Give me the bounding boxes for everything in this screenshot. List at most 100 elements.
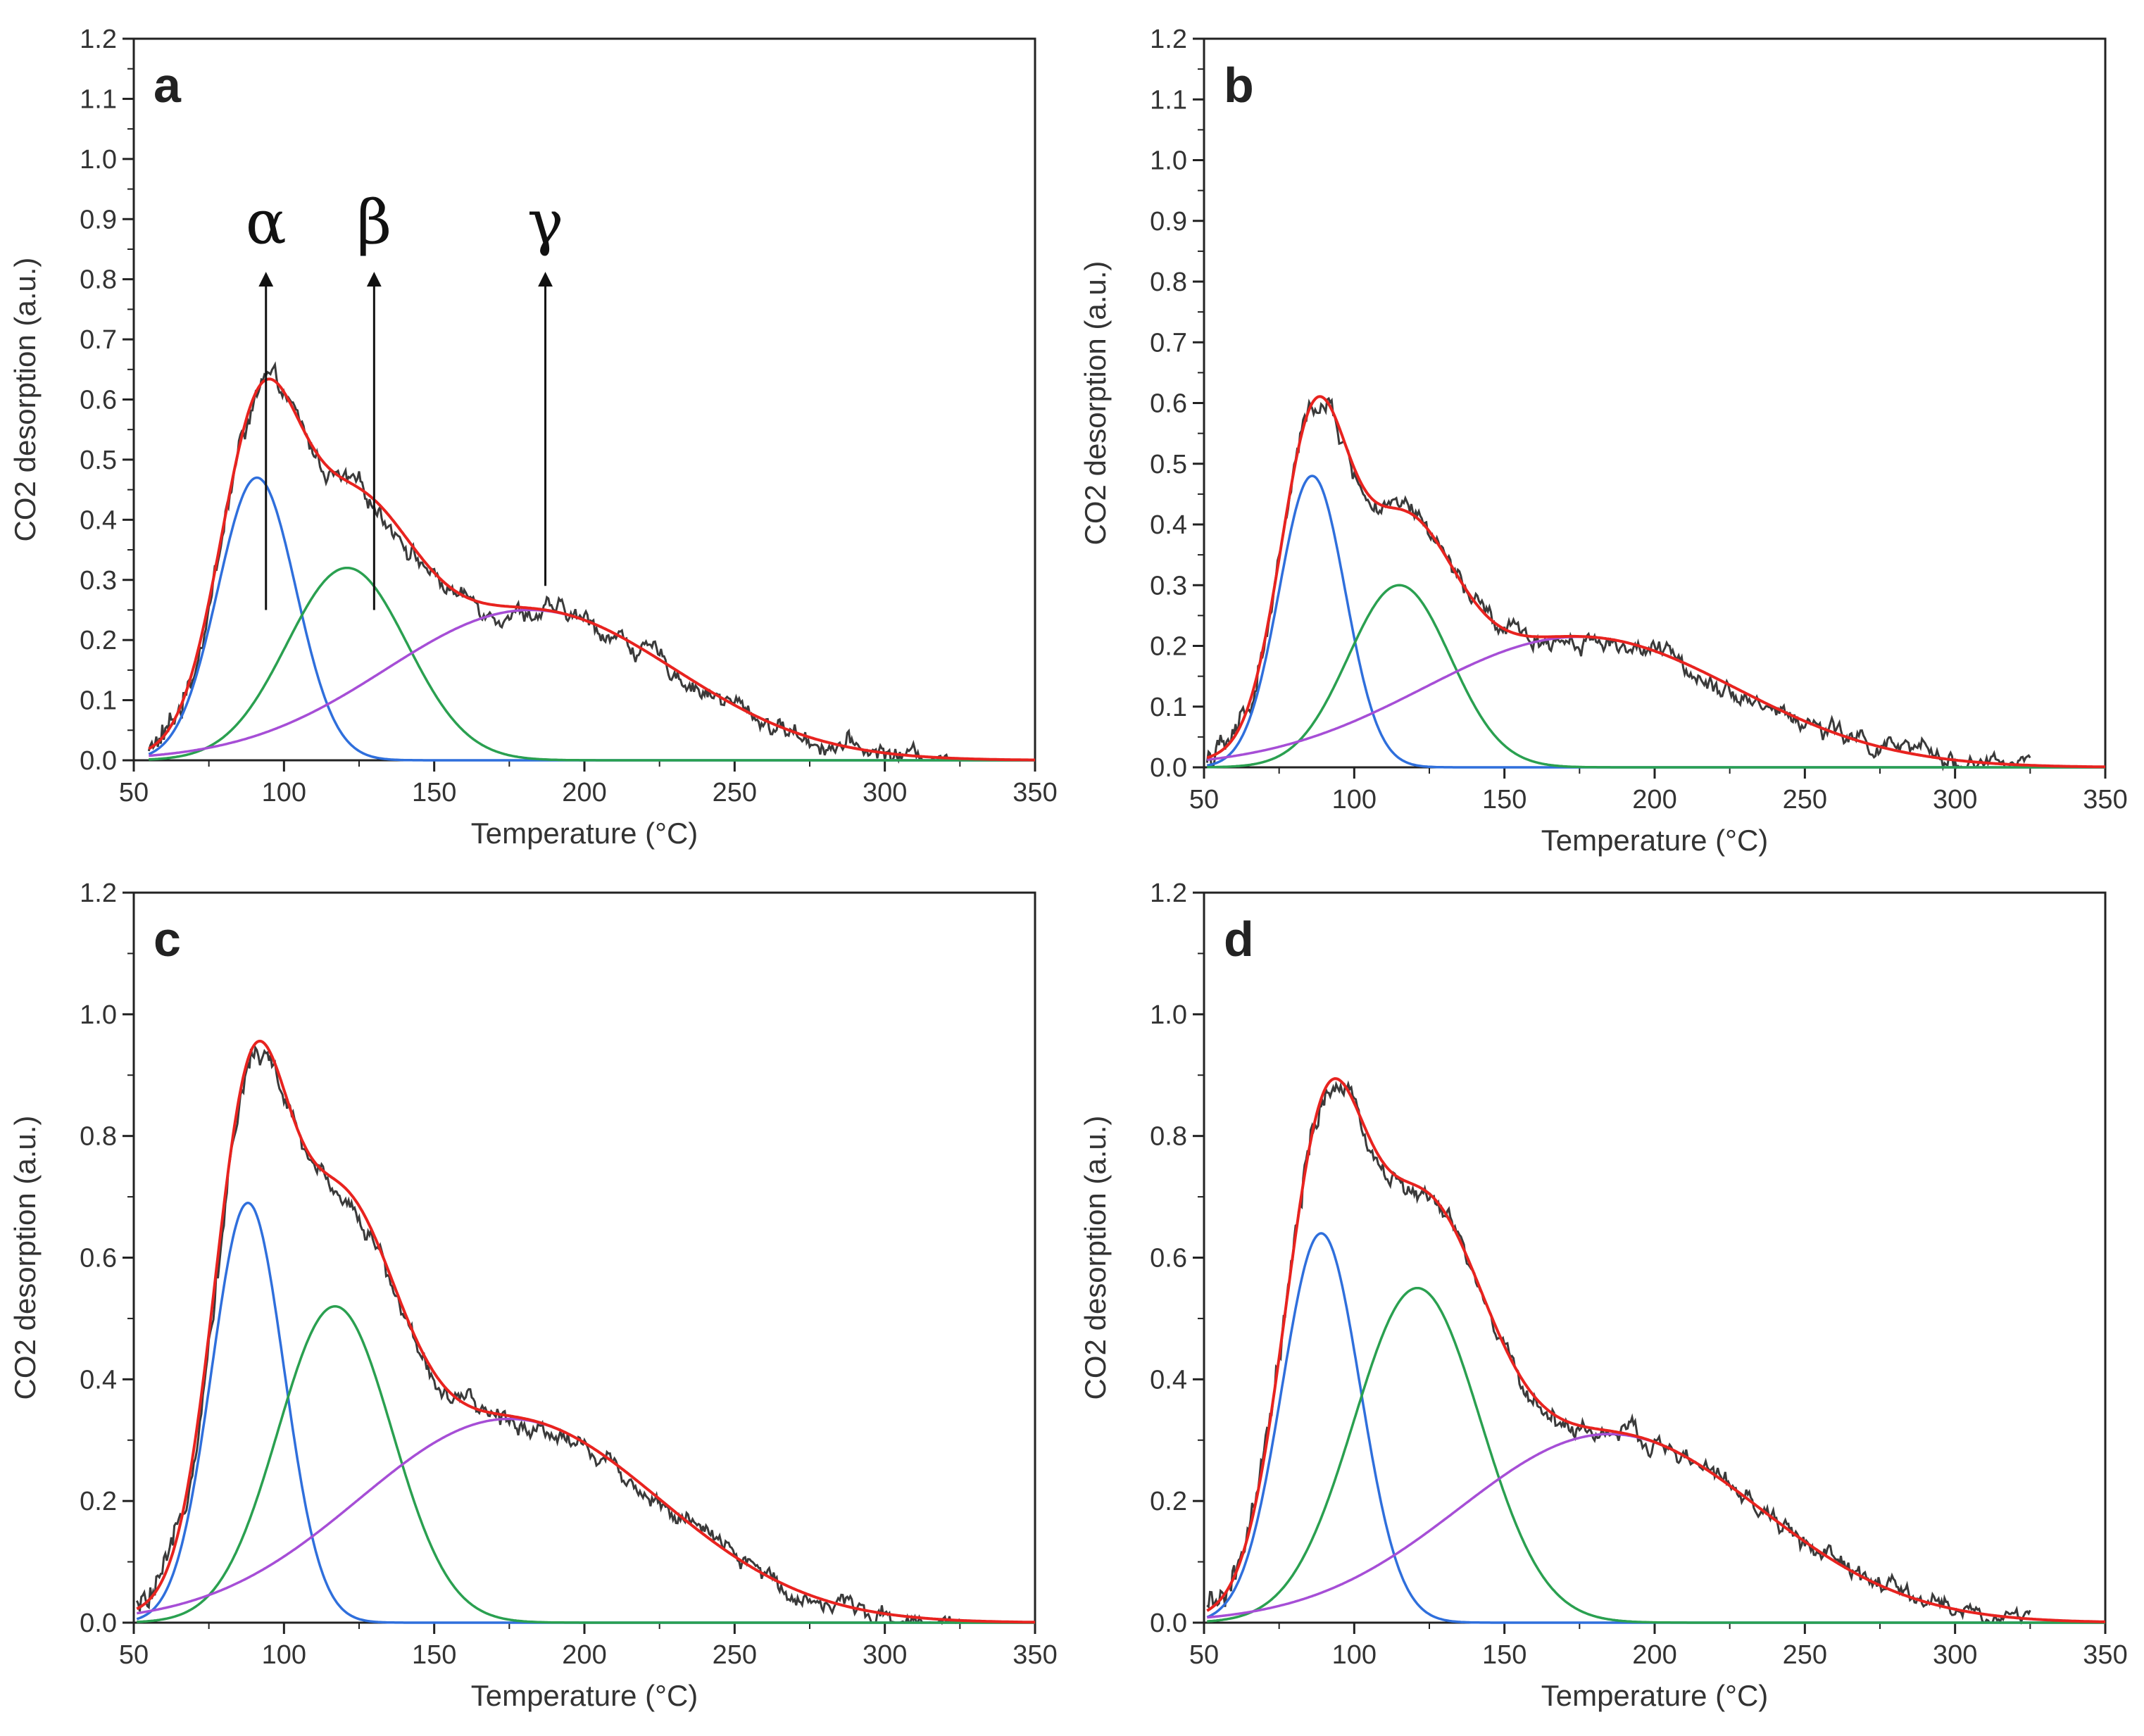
series-peak-gamma-a xyxy=(149,608,1035,762)
panel-label: d xyxy=(1224,912,1254,967)
y-tick-label: 0.9 xyxy=(80,205,117,234)
y-tick-label: 1.1 xyxy=(1150,85,1187,115)
y-tick-label: 0.2 xyxy=(1150,632,1187,662)
panel-label: a xyxy=(153,58,182,113)
y-tick-label: 0.5 xyxy=(1150,450,1187,479)
y-tick-label: 0.0 xyxy=(1150,1609,1187,1638)
series-experimental-a xyxy=(147,361,960,764)
x-tick-label: 250 xyxy=(713,778,757,807)
peak-label: β xyxy=(356,187,391,258)
y-tick-label: 1.0 xyxy=(80,145,117,175)
series-peak-alpha-d xyxy=(1206,1232,2105,1624)
panel-label: c xyxy=(153,912,181,967)
x-tick-label: 150 xyxy=(412,778,456,807)
x-axis-title: Temperature (°C) xyxy=(1541,1679,1769,1712)
x-tick-label: 100 xyxy=(1332,1640,1377,1670)
plot-frame-b xyxy=(1203,37,2107,769)
x-tick-label: 50 xyxy=(119,778,149,807)
y-tick-label: 0.7 xyxy=(1150,328,1187,358)
y-tick-label: 0.0 xyxy=(1150,753,1187,783)
y-tick-label: 0.4 xyxy=(1150,510,1187,540)
peak-label: α xyxy=(246,187,287,258)
x-tick-label: 250 xyxy=(1783,785,1827,814)
y-tick-label: 1.0 xyxy=(80,1000,117,1030)
x-tick-label: 300 xyxy=(1933,1640,1977,1670)
y-tick-label: 0.4 xyxy=(1150,1365,1187,1395)
y-tick-label: 0.6 xyxy=(80,1244,117,1273)
y-axis-title: CO2 desorption (a.u.) xyxy=(1079,1116,1112,1400)
y-tick-label: 0.2 xyxy=(1150,1487,1187,1516)
x-tick-label: 200 xyxy=(1632,785,1676,814)
y-tick-label: 0.8 xyxy=(80,1122,117,1152)
y-tick-label: 1.1 xyxy=(80,84,117,114)
y-tick-label: 0.9 xyxy=(1150,207,1187,237)
panel-label: b xyxy=(1224,58,1254,113)
plot-frame-a xyxy=(132,37,1036,762)
y-tick-label: 0.8 xyxy=(80,265,117,295)
x-tick-label: 50 xyxy=(119,1640,149,1670)
x-tick-label: 350 xyxy=(1013,778,1057,807)
series-peak-beta-c xyxy=(137,1304,1035,1624)
peak-label: γ xyxy=(527,187,563,258)
plot-frame-c xyxy=(132,891,1036,1624)
series-experimental-b xyxy=(1205,396,2031,772)
series-peak-beta-d xyxy=(1207,1286,2105,1624)
series-peak-beta-a xyxy=(149,566,1035,762)
x-tick-label: 250 xyxy=(713,1640,757,1670)
series-peak-beta-b xyxy=(1207,584,2105,769)
y-tick-label: 0.4 xyxy=(80,1365,117,1395)
x-tick-label: 300 xyxy=(863,778,907,807)
x-tick-label: 100 xyxy=(262,778,306,807)
y-tick-label: 0.8 xyxy=(1150,268,1187,297)
y-tick-label: 0.6 xyxy=(1150,389,1187,419)
x-axis-title: Temperature (°C) xyxy=(471,817,698,850)
series-peak-alpha-a xyxy=(148,476,1035,762)
x-tick-label: 150 xyxy=(412,1640,456,1670)
series-fit-sum-b xyxy=(1206,395,2106,769)
series-experimental-d xyxy=(1206,1080,2031,1625)
series-fit-sum-c xyxy=(136,1039,1036,1624)
y-tick-label: 0.7 xyxy=(80,325,117,355)
y-tick-label: 0.8 xyxy=(1150,1122,1187,1152)
series-peak-gamma-b xyxy=(1207,635,2106,769)
x-tick-label: 100 xyxy=(262,1640,306,1670)
y-tick-label: 0.2 xyxy=(80,1487,117,1516)
x-tick-label: 250 xyxy=(1783,1640,1827,1670)
y-tick-label: 0.0 xyxy=(80,1609,117,1638)
series-fit-sum-d xyxy=(1206,1077,2105,1623)
y-tick-label: 1.0 xyxy=(1150,1000,1187,1030)
x-tick-label: 150 xyxy=(1482,785,1526,814)
x-tick-label: 350 xyxy=(2083,1640,2127,1670)
panel-c: 50 100 150 200 250 300 350 0.0 0.2 0.4 0.6 0.8 1.0 1.… xyxy=(8,879,1058,1712)
panel-d: 50 100 150 200 250 300 350 0.0 0.2 0.4 0.6 0.8 1.0 1.… xyxy=(1079,879,2128,1712)
y-tick-label: 0.3 xyxy=(80,566,117,596)
y-tick-label: 1.0 xyxy=(1150,146,1187,176)
y-tick-label: 1.2 xyxy=(80,879,117,908)
x-tick-label: 200 xyxy=(1632,1640,1676,1670)
y-tick-label: 1.2 xyxy=(1150,25,1187,54)
plot-frame-d xyxy=(1203,891,2107,1624)
panel-b: 50 100 150 200 250 300 350 0.0 0.1 0.2 0.3 0.4 0.5 0.… xyxy=(1079,25,2128,857)
y-axis-title: CO2 desorption (a.u.) xyxy=(1079,261,1112,546)
x-tick-label: 300 xyxy=(863,1640,907,1670)
y-axis-title: CO2 desorption (a.u.) xyxy=(8,1116,42,1400)
x-tick-label: 300 xyxy=(1933,785,1977,814)
series-fit-sum-a xyxy=(148,377,1035,762)
series-peak-alpha-b xyxy=(1206,474,2105,769)
y-tick-label: 0.3 xyxy=(1150,571,1187,600)
y-tick-label: 0.6 xyxy=(80,386,117,415)
x-tick-label: 350 xyxy=(2083,785,2127,814)
x-tick-label: 200 xyxy=(562,778,606,807)
y-tick-label: 0.5 xyxy=(80,446,117,475)
x-tick-label: 50 xyxy=(1189,1640,1219,1670)
series-peak-alpha-c xyxy=(136,1201,1035,1624)
y-tick-label: 0.6 xyxy=(1150,1244,1187,1273)
y-axis-title: CO2 desorption (a.u.) xyxy=(8,258,42,542)
x-tick-label: 200 xyxy=(562,1640,606,1670)
y-tick-label: 1.2 xyxy=(1150,879,1187,908)
y-tick-label: 0.2 xyxy=(80,626,117,655)
y-tick-label: 0.1 xyxy=(80,686,117,716)
y-tick-label: 0.1 xyxy=(1150,693,1187,722)
x-axis-title: Temperature (°C) xyxy=(1541,824,1769,857)
